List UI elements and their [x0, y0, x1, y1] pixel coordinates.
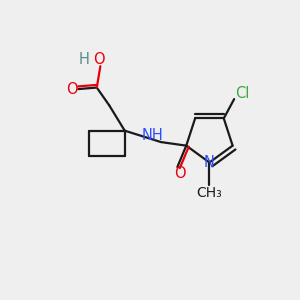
Text: O: O [174, 166, 185, 181]
Text: O: O [93, 52, 105, 67]
Text: O: O [66, 82, 78, 97]
Text: H: H [78, 52, 89, 67]
Text: N: N [204, 155, 215, 170]
Text: Cl: Cl [235, 86, 250, 101]
Text: CH₃: CH₃ [196, 186, 222, 200]
Text: NH: NH [142, 128, 164, 143]
